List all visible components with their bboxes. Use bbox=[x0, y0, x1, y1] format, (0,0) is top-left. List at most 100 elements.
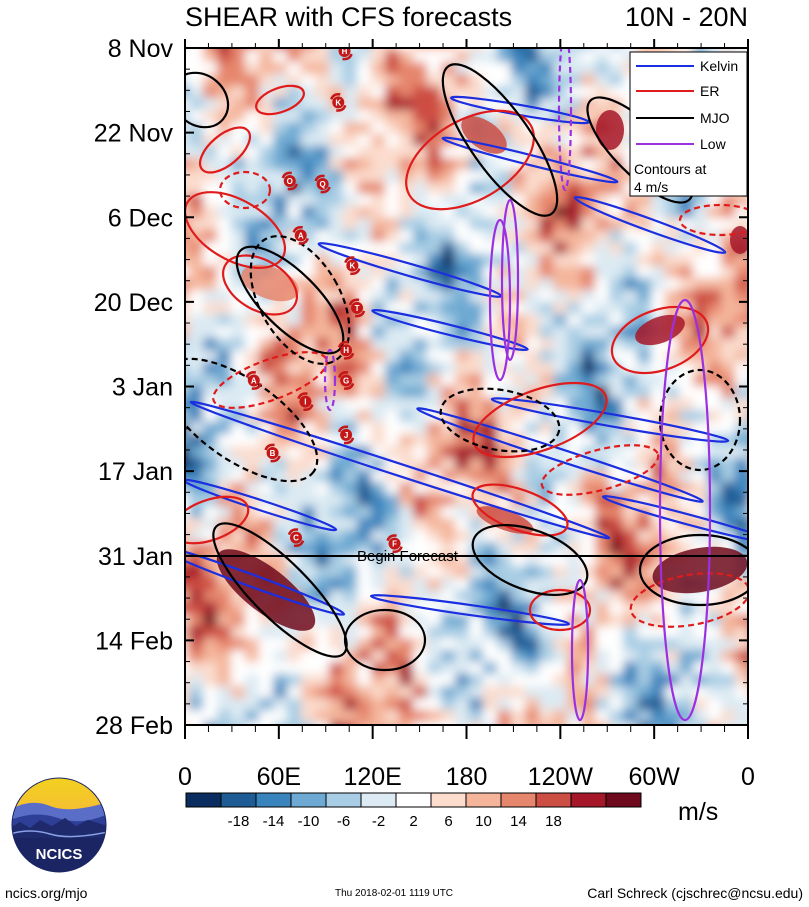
shade-cell bbox=[553, 674, 569, 688]
shade-cell bbox=[385, 482, 401, 496]
shade-cell bbox=[707, 266, 723, 280]
shade-cell bbox=[609, 734, 625, 748]
shade-cell bbox=[539, 350, 555, 364]
shade-cell bbox=[623, 278, 639, 292]
shade-cell bbox=[427, 122, 443, 136]
shade-cell bbox=[231, 242, 247, 256]
shade-cell bbox=[231, 422, 247, 436]
shade-cell bbox=[665, 614, 681, 628]
shade-cell bbox=[245, 386, 261, 400]
y-tick-label: 20 Dec bbox=[94, 289, 173, 317]
shade-cell bbox=[399, 230, 415, 244]
shade-cell bbox=[329, 482, 345, 496]
shade-cell bbox=[185, 602, 191, 616]
shade-cell bbox=[189, 410, 205, 424]
shade-cell bbox=[497, 626, 513, 640]
shade-cell bbox=[203, 434, 219, 448]
storm-letter: C bbox=[293, 534, 299, 543]
shade-cell bbox=[231, 230, 247, 244]
shade-cell bbox=[301, 554, 317, 568]
shade-cell bbox=[553, 626, 569, 640]
shade-cell bbox=[595, 638, 611, 652]
shade-cell bbox=[203, 182, 219, 196]
shade-cell bbox=[539, 50, 555, 64]
shade-cell bbox=[455, 470, 471, 484]
shade-cell bbox=[287, 362, 303, 376]
shade-cell bbox=[301, 674, 317, 688]
shade-cell bbox=[427, 638, 443, 652]
shade-cell bbox=[371, 722, 387, 725]
shade-cell bbox=[203, 170, 219, 184]
shade-cell bbox=[441, 638, 457, 652]
shade-cell bbox=[231, 434, 247, 448]
shade-cell bbox=[287, 482, 303, 496]
shade-cell bbox=[469, 710, 485, 724]
legend-contour-note-2: 4 m/s bbox=[634, 179, 668, 195]
shade-cell bbox=[679, 326, 695, 340]
shade-cell bbox=[315, 218, 331, 232]
shade-cell bbox=[189, 422, 205, 436]
shade-cell bbox=[203, 74, 219, 88]
shade-cell bbox=[259, 50, 275, 64]
shade-cell bbox=[525, 626, 541, 640]
shade-cell bbox=[385, 182, 401, 196]
shade-cell bbox=[259, 338, 275, 352]
shade-cell bbox=[539, 422, 555, 436]
shade-cell bbox=[343, 566, 359, 580]
shade-cell bbox=[679, 626, 695, 640]
shade-cell bbox=[185, 278, 191, 292]
shade-cell bbox=[595, 734, 611, 748]
shade-cell bbox=[455, 374, 471, 388]
storm-letter: I bbox=[304, 398, 306, 407]
shade-cell bbox=[735, 470, 748, 484]
shade-cell bbox=[301, 50, 317, 64]
shade-cell bbox=[399, 338, 415, 352]
er-contour bbox=[471, 483, 569, 537]
shade-cell bbox=[735, 710, 748, 724]
shade-cell bbox=[245, 446, 261, 460]
shade-cell bbox=[749, 350, 765, 364]
shade-cell bbox=[287, 302, 303, 316]
shade-cell bbox=[651, 722, 667, 725]
shade-cell bbox=[413, 602, 429, 616]
shade-cell bbox=[189, 86, 205, 100]
shade-cell bbox=[231, 110, 247, 124]
shade-cell bbox=[553, 218, 569, 232]
colorbar-swatch bbox=[570, 792, 607, 808]
shade-cell bbox=[441, 338, 457, 352]
shade-cell bbox=[399, 554, 415, 568]
shade-cell bbox=[385, 134, 401, 148]
shade-cell bbox=[553, 326, 569, 340]
shade-cell bbox=[441, 122, 457, 136]
shade-cell bbox=[427, 422, 443, 436]
shade-cell bbox=[525, 602, 541, 616]
shade-cell bbox=[539, 662, 555, 676]
shade-cell bbox=[343, 206, 359, 220]
shade-cell bbox=[707, 446, 723, 460]
shade-cell bbox=[273, 62, 289, 76]
shade-cell bbox=[637, 254, 653, 268]
kelvin-contour bbox=[371, 308, 529, 352]
shade-cell bbox=[427, 86, 443, 100]
shade-cell bbox=[203, 710, 219, 724]
shade-cell bbox=[301, 290, 317, 304]
footer-timestamp: Thu 2018-02-01 1119 UTC bbox=[335, 888, 454, 899]
shade-cell bbox=[511, 350, 527, 364]
shade-cell bbox=[371, 686, 387, 700]
shade-cell bbox=[343, 722, 359, 725]
shade-cell bbox=[651, 686, 667, 700]
shade-cell bbox=[343, 398, 359, 412]
shade-cell bbox=[399, 734, 415, 748]
shade-cell bbox=[273, 134, 289, 148]
shade-cell bbox=[749, 446, 765, 460]
shade-cell bbox=[721, 638, 737, 652]
shade-cell bbox=[329, 506, 345, 520]
footer-author: Carl Schreck (cjschrec@ncsu.edu) bbox=[587, 885, 803, 901]
shade-cell bbox=[385, 506, 401, 520]
shade-cell bbox=[371, 482, 387, 496]
shade-cell bbox=[665, 410, 681, 424]
shade-cell bbox=[567, 290, 583, 304]
shade-cell bbox=[441, 458, 457, 472]
shade-cell bbox=[497, 48, 513, 52]
shade-cell bbox=[539, 326, 555, 340]
